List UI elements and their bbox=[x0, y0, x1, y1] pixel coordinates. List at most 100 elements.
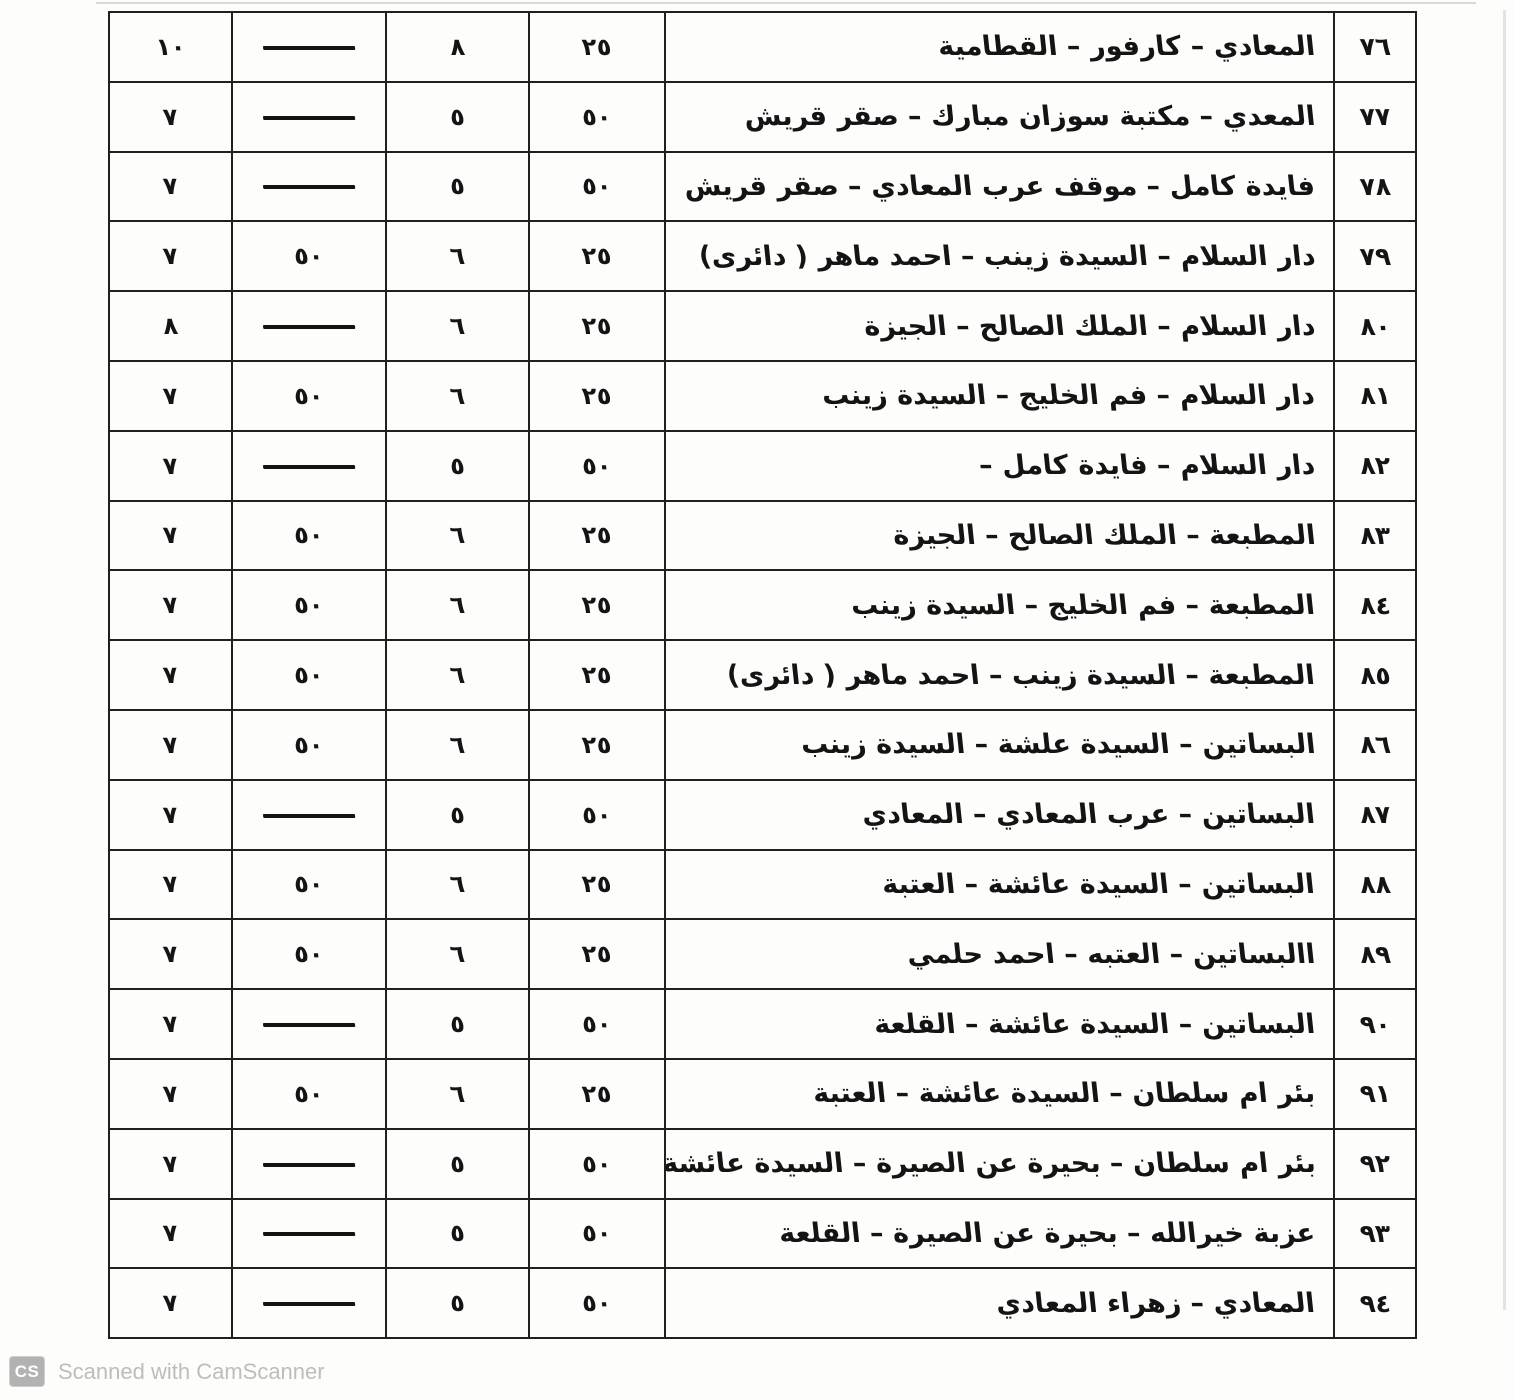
value-cell-1: ٥٠ bbox=[528, 150, 666, 223]
scan-right-edge-shadow bbox=[1503, 10, 1506, 1310]
table-row: ٨٢ دار السلام – فايدة كامل – ٥٠ ٥ ٧ bbox=[108, 429, 1417, 502]
value-cell-3: ٥٠ bbox=[231, 639, 387, 711]
routes-table: ٧٦ المعادي – كارفور – القطامية ٢٥ ٨ ١٠ ٧… bbox=[108, 11, 1417, 1340]
value-cell-3: ٥٠ bbox=[231, 1057, 387, 1130]
row-number-cell: ٨٥ bbox=[1333, 639, 1417, 711]
value-cell-3 bbox=[231, 150, 387, 223]
route-cell: البساتين – السيدة علشة – السيدة زينب bbox=[664, 708, 1335, 781]
value-cell-3: ٥٠ bbox=[231, 918, 387, 991]
row-number-cell: ٩٠ bbox=[1333, 988, 1417, 1060]
table-row: ٧٩ دار السلام – السيدة زينب – احمد ماهر … bbox=[108, 220, 1417, 293]
value-cell-1: ٥٠ bbox=[528, 988, 666, 1060]
table-row: ٨٩ االبساتين – العتبه – احمد حلمي ٢٥ ٦ ٥… bbox=[108, 918, 1417, 991]
value-cell-1: ٥٠ bbox=[528, 429, 666, 502]
value-cell-2: ٦ bbox=[385, 848, 530, 921]
value-cell-4: ٧ bbox=[108, 1127, 233, 1200]
route-cell: بئر ام سلطان – بحيرة عن الصيرة – السيدة … bbox=[664, 1127, 1335, 1200]
value-cell-4: ١٠ bbox=[108, 11, 233, 83]
value-cell-3: ٥٠ bbox=[231, 848, 387, 921]
value-cell-2: ٦ bbox=[385, 499, 530, 572]
row-number-cell: ٨٠ bbox=[1333, 290, 1417, 362]
value-cell-1: ٢٥ bbox=[528, 1057, 666, 1130]
route-cell: المعادي – كارفور – القطامية bbox=[664, 11, 1335, 83]
row-number-cell: ٩١ bbox=[1333, 1057, 1417, 1130]
value-cell-4: ٧ bbox=[108, 988, 233, 1060]
value-cell-1: ٢٥ bbox=[528, 499, 666, 572]
value-cell-4: ٧ bbox=[108, 359, 233, 432]
value-cell-1: ٥٠ bbox=[528, 1127, 666, 1200]
table-row: ٧٦ المعادي – كارفور – القطامية ٢٥ ٨ ١٠ bbox=[108, 11, 1417, 83]
value-cell-4: ٧ bbox=[108, 848, 233, 921]
table-row: ٧٧ المعدي – مكتبة سوزان مبارك – صقر قريش… bbox=[108, 80, 1417, 153]
table-row: ٨٠ دار السلام – الملك الصالح – الجيزة ٢٥… bbox=[108, 290, 1417, 362]
value-cell-2: ٦ bbox=[385, 708, 530, 781]
value-cell-4: ٨ bbox=[108, 290, 233, 362]
camscanner-watermark-text: Scanned with CamScanner bbox=[58, 1358, 325, 1384]
table-row: ٩٠ البساتين – السيدة عائشة – القلعة ٥٠ ٥… bbox=[108, 988, 1417, 1060]
table-row: ٨١ دار السلام – فم الخليج – السيدة زينب … bbox=[108, 359, 1417, 432]
row-number-cell: ٩٢ bbox=[1333, 1127, 1417, 1200]
route-cell: عزبة خيرالله – بحيرة عن الصيرة – القلعة bbox=[664, 1197, 1335, 1270]
table-row: ٩٤ المعادي – زهراء المعادي ٥٠ ٥ ٧ bbox=[108, 1267, 1417, 1340]
value-cell-2: ٦ bbox=[385, 569, 530, 642]
table-row: ٧٨ فايدة كامل – موقف عرب المعادي – صقر ق… bbox=[108, 150, 1417, 223]
row-number-cell: ٨٢ bbox=[1333, 429, 1417, 502]
value-cell-3: ٥٠ bbox=[231, 220, 387, 293]
value-cell-1: ٢٥ bbox=[528, 708, 666, 781]
route-cell: المطبعة – فم الخليج – السيدة زينب bbox=[664, 569, 1335, 642]
value-cell-2: ٥ bbox=[385, 429, 530, 502]
value-cell-4: ٧ bbox=[108, 639, 233, 711]
value-cell-1: ٢٥ bbox=[528, 848, 666, 921]
value-cell-3 bbox=[231, 11, 387, 83]
value-cell-4: ٧ bbox=[108, 708, 233, 781]
value-cell-2: ٥ bbox=[385, 778, 530, 851]
row-number-cell: ٨٤ bbox=[1333, 569, 1417, 642]
value-cell-1: ٢٥ bbox=[528, 290, 666, 362]
route-cell: بئر ام سلطان – السيدة عائشة – العتبة bbox=[664, 1057, 1335, 1130]
row-number-cell: ٧٧ bbox=[1333, 80, 1417, 153]
value-cell-2: ٦ bbox=[385, 359, 530, 432]
value-cell-2: ٥ bbox=[385, 988, 530, 1060]
empty-dash bbox=[262, 1302, 356, 1307]
value-cell-4: ٧ bbox=[108, 429, 233, 502]
value-cell-4: ٧ bbox=[108, 1057, 233, 1130]
value-cell-3: ٥٠ bbox=[231, 359, 387, 432]
row-number-cell: ٩٣ bbox=[1333, 1197, 1417, 1270]
value-cell-1: ٢٥ bbox=[528, 359, 666, 432]
value-cell-1: ٢٥ bbox=[528, 918, 666, 991]
value-cell-2: ٥ bbox=[385, 150, 530, 223]
value-cell-1: ٥٠ bbox=[528, 80, 666, 153]
value-cell-2: ٥ bbox=[385, 1127, 530, 1200]
empty-dash bbox=[262, 45, 356, 50]
table-row: ٨٣ المطبعة – الملك الصالح – الجيزة ٢٥ ٦ … bbox=[108, 499, 1417, 572]
value-cell-3 bbox=[231, 80, 387, 153]
value-cell-1: ٢٥ bbox=[528, 220, 666, 293]
route-cell: المطبعة – الملك الصالح – الجيزة bbox=[664, 499, 1335, 572]
route-cell: المعدي – مكتبة سوزان مبارك – صقر قريش bbox=[664, 80, 1335, 153]
route-cell: البساتين – السيدة عائشة – القلعة bbox=[664, 988, 1335, 1060]
value-cell-3 bbox=[231, 1197, 387, 1270]
row-number-cell: ٨١ bbox=[1333, 359, 1417, 432]
route-cell: االبساتين – العتبه – احمد حلمي bbox=[664, 918, 1335, 991]
value-cell-1: ٥٠ bbox=[528, 778, 666, 851]
value-cell-2: ٥ bbox=[385, 1197, 530, 1270]
value-cell-4: ٧ bbox=[108, 918, 233, 991]
value-cell-3: ٥٠ bbox=[231, 708, 387, 781]
route-cell: البساتين – عرب المعادي – المعادي bbox=[664, 778, 1335, 851]
value-cell-4: ٧ bbox=[108, 1197, 233, 1270]
empty-dash bbox=[262, 1232, 356, 1237]
table-row: ٩٣ عزبة خيرالله – بحيرة عن الصيرة – القل… bbox=[108, 1197, 1417, 1270]
empty-dash bbox=[262, 1023, 356, 1028]
route-cell: البساتين – السيدة عائشة – العتبة bbox=[664, 848, 1335, 921]
value-cell-2: ٥ bbox=[385, 1267, 530, 1340]
value-cell-3: ٥٠ bbox=[231, 499, 387, 572]
empty-dash bbox=[262, 813, 356, 818]
value-cell-4: ٧ bbox=[108, 778, 233, 851]
empty-dash bbox=[262, 464, 356, 469]
route-cell: دار السلام – فم الخليج – السيدة زينب bbox=[664, 359, 1335, 432]
value-cell-2: ٦ bbox=[385, 290, 530, 362]
route-cell: دار السلام – الملك الصالح – الجيزة bbox=[664, 290, 1335, 362]
row-number-cell: ٨٧ bbox=[1333, 778, 1417, 851]
table-row: ٨٧ البساتين – عرب المعادي – المعادي ٥٠ ٥… bbox=[108, 778, 1417, 851]
row-number-cell: ٩٤ bbox=[1333, 1267, 1417, 1340]
